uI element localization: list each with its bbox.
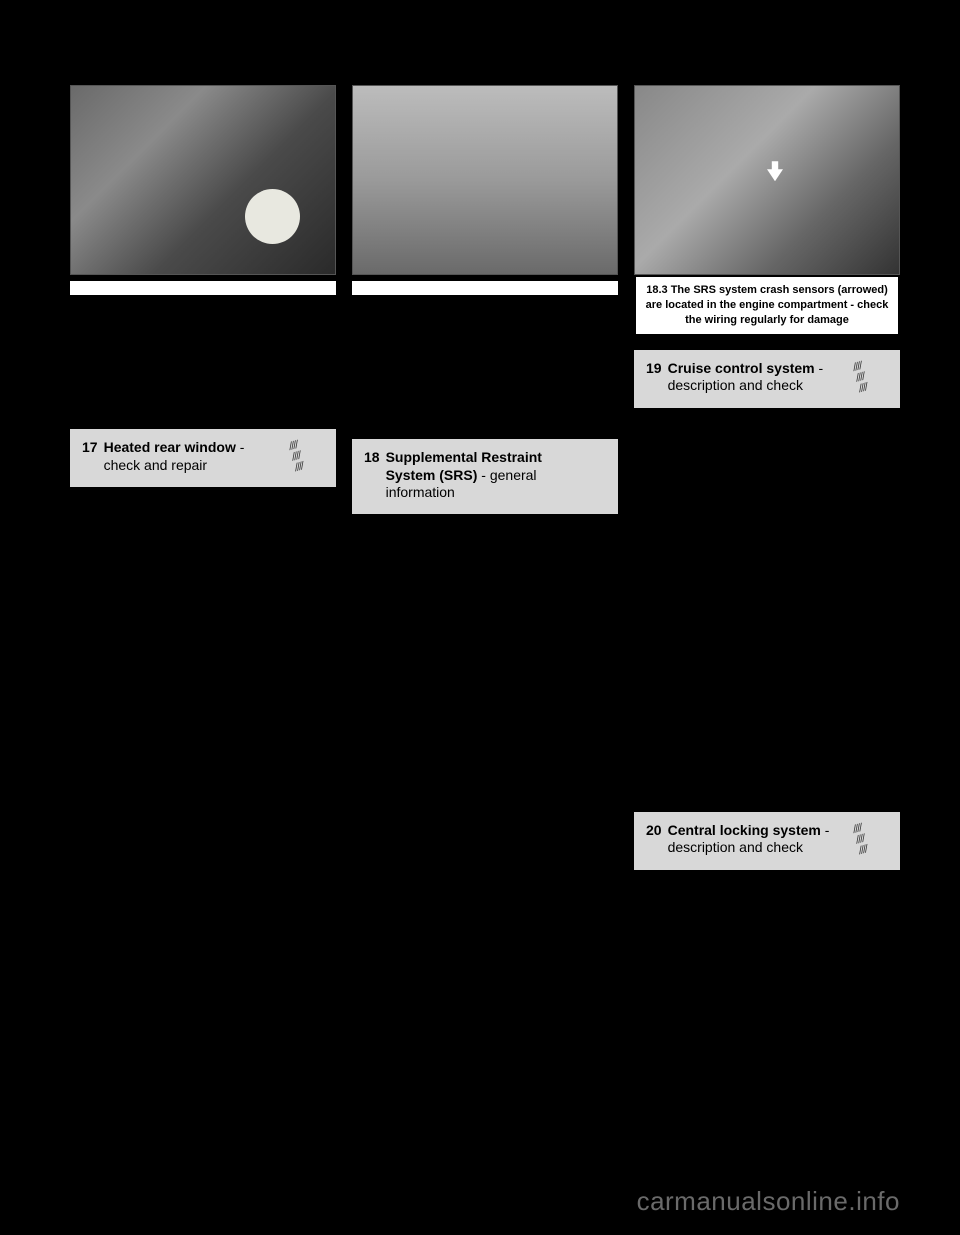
figure-image-1 <box>70 85 336 275</box>
section-title-bold: Heated rear window <box>104 439 236 455</box>
section-box-18: 18 Supplemental Restraint System (SRS) -… <box>352 439 618 514</box>
difficulty-icon: //////////// <box>852 353 896 397</box>
section-number: 17 <box>82 439 98 455</box>
figure-caption-3: 18.3 The SRS system crash sensors (arrow… <box>634 275 900 336</box>
figure-caption-2 <box>352 281 618 295</box>
section-number: 18 <box>364 449 380 465</box>
page: 17 Heated rear window - check and repair… <box>0 0 960 1235</box>
column-1: 17 Heated rear window - check and repair… <box>70 85 336 880</box>
figure-image-3 <box>634 85 900 275</box>
difficulty-icon: //////////// <box>852 815 896 859</box>
spacer <box>70 295 336 415</box>
spacer <box>352 295 618 425</box>
section-title: Supplemental Restraint System (SRS) - ge… <box>386 449 606 502</box>
watermark-text: carmanualsonline.info <box>637 1186 900 1217</box>
section-box-19: 19 Cruise control system - description a… <box>634 350 900 408</box>
column-3: 18.3 The SRS system crash sensors (arrow… <box>634 85 900 880</box>
figure-image-2 <box>352 85 618 275</box>
section-title-bold: Central locking system <box>668 822 821 838</box>
section-number: 20 <box>646 822 662 838</box>
section-box-20: 20 Central locking system - description … <box>634 812 900 870</box>
columns-wrapper: 17 Heated rear window - check and repair… <box>0 0 960 880</box>
section-box-17: 17 Heated rear window - check and repair… <box>70 429 336 487</box>
figure-caption-1 <box>70 281 336 295</box>
section-number: 19 <box>646 360 662 376</box>
spacer <box>634 418 900 798</box>
section-title-bold: Cruise control system <box>668 360 815 376</box>
difficulty-icon: //////////// <box>288 433 332 477</box>
column-2: 18 Supplemental Restraint System (SRS) -… <box>352 85 618 880</box>
